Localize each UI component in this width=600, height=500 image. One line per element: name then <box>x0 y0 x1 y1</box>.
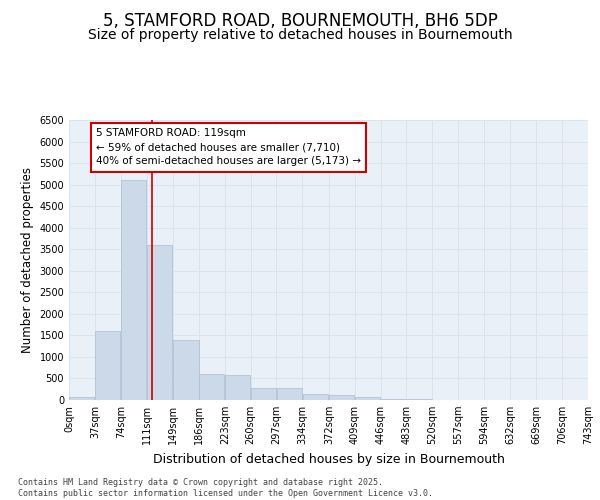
Bar <box>199 374 224 400</box>
Bar <box>121 180 146 400</box>
Bar <box>173 340 199 400</box>
Text: 5, STAMFORD ROAD, BOURNEMOUTH, BH6 5DP: 5, STAMFORD ROAD, BOURNEMOUTH, BH6 5DP <box>103 12 497 30</box>
Text: Contains HM Land Registry data © Crown copyright and database right 2025.
Contai: Contains HM Land Registry data © Crown c… <box>18 478 433 498</box>
Bar <box>277 388 302 400</box>
Y-axis label: Number of detached properties: Number of detached properties <box>21 167 34 353</box>
Bar <box>329 395 355 400</box>
Bar <box>355 396 380 400</box>
Text: 5 STAMFORD ROAD: 119sqm
← 59% of detached houses are smaller (7,710)
40% of semi: 5 STAMFORD ROAD: 119sqm ← 59% of detache… <box>96 128 361 166</box>
Bar <box>70 398 94 400</box>
Text: Size of property relative to detached houses in Bournemouth: Size of property relative to detached ho… <box>88 28 512 42</box>
Bar <box>381 398 406 400</box>
Bar <box>95 331 121 400</box>
X-axis label: Distribution of detached houses by size in Bournemouth: Distribution of detached houses by size … <box>152 452 505 466</box>
Bar <box>225 375 250 400</box>
Bar <box>303 394 328 400</box>
Bar <box>147 245 172 400</box>
Bar <box>251 388 276 400</box>
